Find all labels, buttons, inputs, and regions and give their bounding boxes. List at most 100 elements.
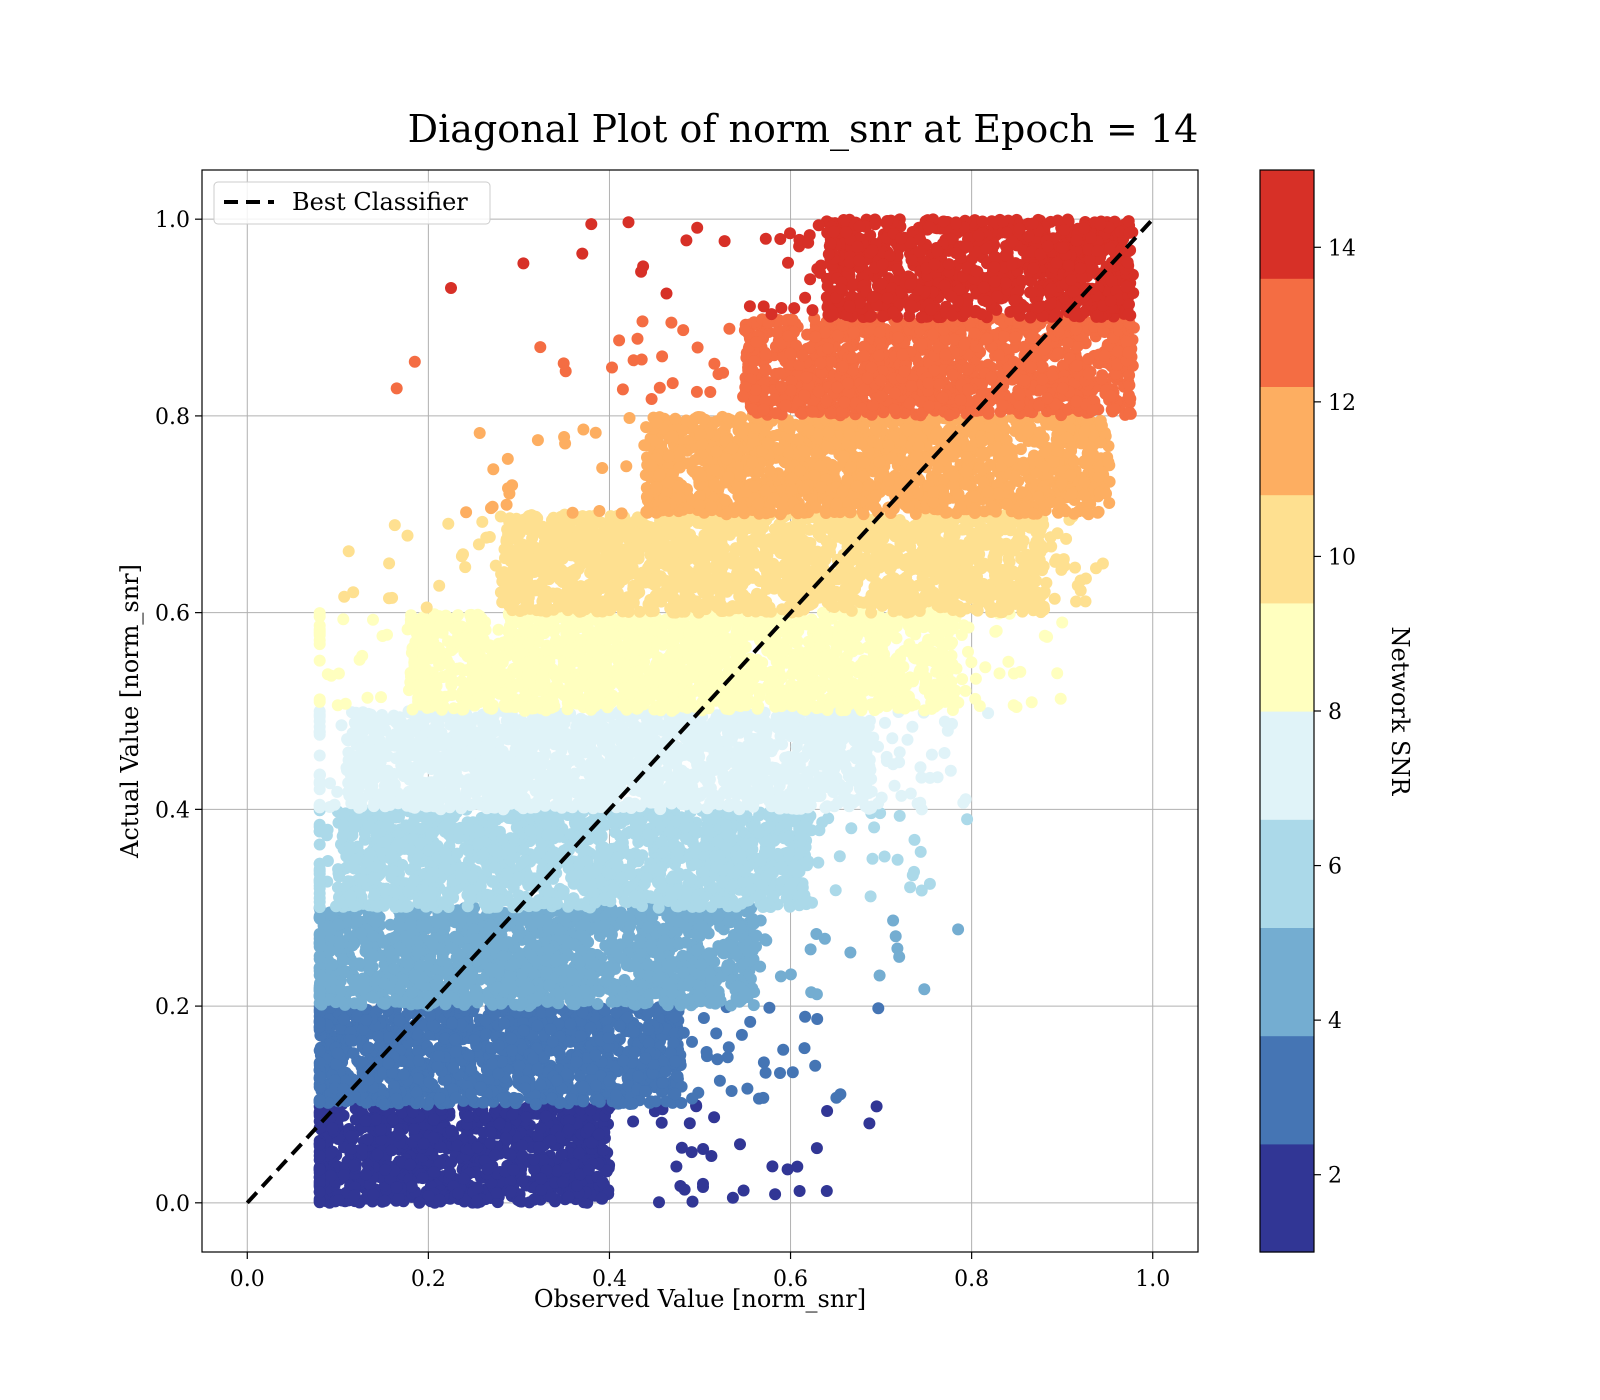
scatter-point [592, 1093, 605, 1106]
scatter-point [424, 953, 437, 966]
scatter-point [697, 1143, 710, 1155]
scatter-point [359, 1114, 372, 1127]
scatter-point [471, 938, 484, 951]
scatter-point [392, 1127, 405, 1140]
scatter-point [313, 1044, 326, 1057]
scatter-point [783, 846, 795, 859]
scatter-point [447, 1061, 460, 1074]
scatter-point [671, 915, 684, 928]
scatter-point [564, 1018, 577, 1031]
scatter-point [754, 914, 767, 927]
scatter-point [446, 1017, 458, 1030]
scatter-point [737, 958, 750, 971]
scatter-point [690, 944, 703, 957]
scatter-point [427, 1166, 440, 1178]
scatter-point [465, 1087, 477, 1100]
scatter-point [500, 1132, 513, 1145]
scatter-point [697, 1012, 710, 1024]
scatter-point [657, 923, 670, 936]
scatter-point [578, 930, 590, 943]
scatter-point [805, 986, 818, 999]
scatter-point [514, 1195, 527, 1208]
scatter-point [711, 1053, 724, 1066]
scatter-point [419, 919, 432, 932]
chart-title: Diagonal Plot of norm_snr at Epoch = 14 [408, 107, 1199, 152]
scatter-point [313, 1016, 326, 1029]
scatter-point [355, 927, 368, 940]
scatter-point [334, 994, 347, 1007]
scatter-point [809, 1059, 822, 1072]
scatter-point [595, 1192, 608, 1205]
scatter-point [544, 1134, 557, 1147]
scatter-point [750, 940, 762, 953]
scatter-point [543, 979, 556, 992]
scatter-point [693, 930, 706, 943]
scatter-point [550, 1074, 563, 1087]
scatter-point [628, 960, 641, 973]
scatter-point [686, 1195, 699, 1208]
scatter-point [672, 846, 685, 859]
scatter-point [556, 1176, 569, 1189]
scatter-point [632, 1070, 645, 1083]
scatter-point [504, 970, 517, 983]
scatter-point [571, 1179, 583, 1192]
scatter-point [470, 1194, 483, 1207]
scatter-point [545, 1190, 558, 1203]
scatter-point [359, 1168, 372, 1181]
scatter-point [408, 874, 421, 886]
scatter-point [449, 1091, 462, 1104]
scatter-point [539, 1110, 552, 1123]
scatter-point [669, 1088, 682, 1101]
scatter-point [527, 1153, 540, 1166]
scatter-point [326, 1122, 339, 1135]
scatter-point [639, 1085, 652, 1098]
scatter-point [357, 973, 370, 986]
scatter-point [437, 917, 450, 930]
scatter-point [821, 1105, 834, 1117]
scatter-point [386, 1113, 399, 1126]
scatter-point [673, 938, 686, 950]
scatter-point [558, 913, 571, 926]
scatter-point [584, 1021, 597, 1034]
scatter-point [371, 1148, 384, 1161]
scatter-point [393, 1014, 406, 1027]
scatter-point [555, 1148, 568, 1161]
scatter-point [691, 910, 704, 923]
scatter-point [533, 1141, 546, 1154]
scatter-point [737, 1184, 750, 1197]
scatter-point [348, 1159, 360, 1172]
scatter-point [484, 1126, 497, 1139]
scatter-point [369, 1113, 382, 1126]
scatter-point [671, 1070, 684, 1083]
scatter-point [811, 1013, 824, 1025]
scatter-point [399, 947, 412, 960]
scatter-point [417, 1137, 430, 1150]
scatter-point [669, 1055, 682, 1068]
scatter-point [535, 1172, 548, 1185]
scatter-point [324, 1169, 337, 1182]
scatter-point [362, 1041, 375, 1054]
scatter-point [590, 1079, 602, 1092]
scatter-point [385, 1144, 398, 1157]
scatter-point [383, 946, 396, 959]
scatter-point [643, 988, 656, 1001]
scatter-point [493, 938, 506, 951]
scatter-point [734, 922, 747, 934]
scatter-point [590, 922, 603, 935]
scatter-point [741, 1082, 754, 1095]
scatter-point [724, 939, 737, 952]
scatter-point [408, 1123, 421, 1135]
scatter-point [570, 1056, 583, 1068]
scatter-point [771, 847, 784, 860]
scatter-point [423, 1076, 436, 1089]
scatter-point [676, 949, 689, 962]
scatter-point [411, 946, 424, 959]
scatter-point [402, 900, 414, 913]
scatter-point [445, 1156, 458, 1169]
scatter-point [313, 1093, 326, 1106]
scatter-point [798, 1042, 811, 1055]
scatter-point [566, 967, 579, 980]
scatter-point [582, 994, 595, 1007]
scatter-point [617, 1054, 630, 1067]
scatter-point [572, 1147, 585, 1160]
